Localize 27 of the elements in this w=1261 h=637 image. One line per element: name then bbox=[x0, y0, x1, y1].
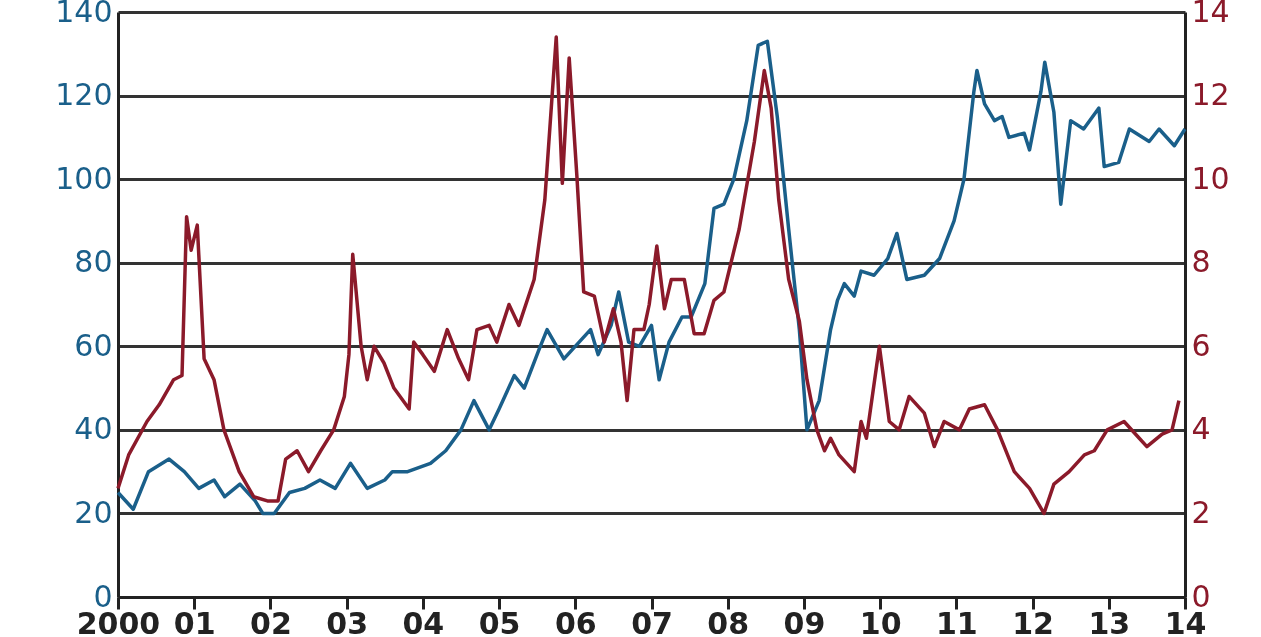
x-tick-label: 10 bbox=[859, 605, 902, 637]
x-tick-label: 01 bbox=[173, 605, 216, 637]
y2-tick-label: 14 bbox=[1191, 0, 1230, 29]
y2-tick-label: 12 bbox=[1191, 77, 1230, 113]
x-tick-label: 11 bbox=[935, 605, 978, 637]
x-tick-label: 04 bbox=[402, 605, 445, 637]
x-tick-label: 09 bbox=[783, 605, 826, 637]
x-tick-label: 05 bbox=[478, 605, 521, 637]
x-tick-label: 12 bbox=[1012, 605, 1054, 637]
y2-tick-label: 4 bbox=[1191, 411, 1211, 447]
y-tick-label: 20 bbox=[74, 494, 113, 530]
y2-tick-label: 2 bbox=[1191, 494, 1211, 530]
y-tick-label: 100 bbox=[55, 160, 113, 196]
x-tick-label: 07 bbox=[631, 605, 673, 637]
x-tick-label: 13 bbox=[1088, 605, 1131, 637]
x-tick-label: 08 bbox=[707, 605, 750, 637]
x-tick-label: 02 bbox=[250, 605, 292, 637]
y2-tick-label: 10 bbox=[1191, 160, 1230, 196]
x-tick-label: 03 bbox=[326, 605, 369, 637]
y-tick-label: 40 bbox=[74, 411, 113, 447]
y-tick-label: 60 bbox=[74, 327, 113, 363]
y2-tick-label: 8 bbox=[1191, 244, 1211, 280]
y-tick-label: 80 bbox=[74, 244, 113, 280]
y-tick-label: 140 bbox=[55, 0, 113, 29]
x-tick-label: 06 bbox=[554, 605, 597, 637]
y-tick-label: 120 bbox=[55, 77, 113, 113]
y2-tick-label: 6 bbox=[1191, 327, 1211, 363]
